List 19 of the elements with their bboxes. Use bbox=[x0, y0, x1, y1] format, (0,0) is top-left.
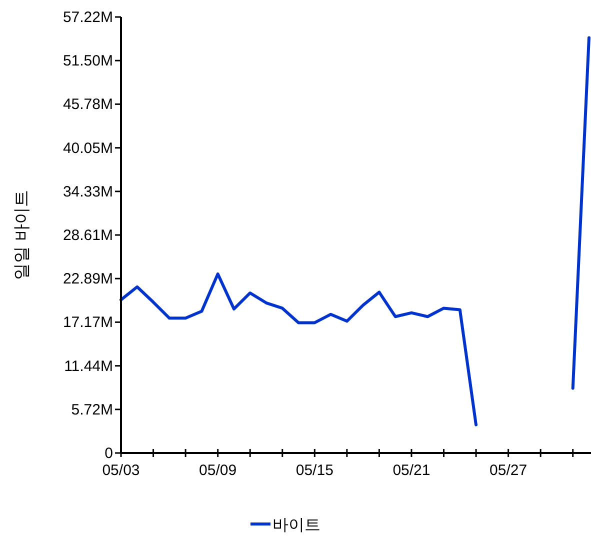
x-tick-label: 05/03 bbox=[102, 462, 140, 479]
y-tick-label: 51.50M bbox=[62, 52, 113, 70]
y-tick-label: 57.22M bbox=[62, 9, 113, 26]
y-tick-label: 40.05M bbox=[62, 140, 113, 157]
x-tick-label: 05/21 bbox=[392, 462, 430, 479]
y-axis-title: 일일 바이트 bbox=[12, 190, 31, 280]
y-tick-label: 22.89M bbox=[62, 270, 113, 288]
x-tick-label: 05/09 bbox=[199, 462, 237, 479]
x-tick-label: 05/27 bbox=[490, 462, 528, 479]
legend: 바이트 bbox=[250, 517, 320, 534]
y-tick-label: 11.44M bbox=[64, 358, 113, 375]
y-tick-label: 28.61M bbox=[62, 227, 113, 244]
y-tick-label: 5.72M bbox=[71, 401, 113, 418]
legend-label: 바이트 bbox=[272, 517, 320, 534]
y-tick-label: 34.33M bbox=[62, 183, 113, 200]
y-tick-label: 0 bbox=[104, 445, 113, 462]
y-tick-label: 17.17M bbox=[62, 314, 113, 332]
x-tick-label: 05/15 bbox=[296, 462, 334, 479]
y-tick-label: 45.78M bbox=[62, 96, 113, 114]
